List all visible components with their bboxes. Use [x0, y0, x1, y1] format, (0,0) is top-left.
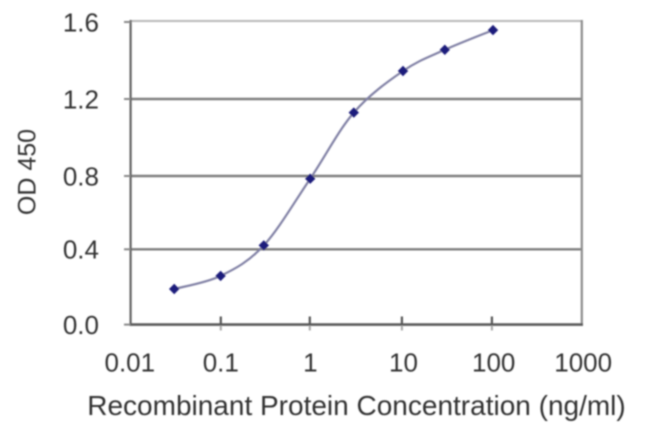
- svg-text:1: 1: [303, 348, 317, 378]
- svg-text:0.01: 0.01: [104, 348, 155, 378]
- svg-text:100: 100: [472, 348, 515, 378]
- svg-text:0.8: 0.8: [63, 161, 99, 191]
- svg-text:0.4: 0.4: [63, 235, 99, 265]
- svg-text:OD 450: OD 450: [14, 129, 42, 215]
- svg-text:1.2: 1.2: [63, 84, 99, 114]
- svg-text:Recombinant Protein Concentrat: Recombinant Protein Concentration (ng/ml…: [87, 390, 625, 421]
- svg-text:1000: 1000: [554, 348, 612, 378]
- svg-text:0.0: 0.0: [63, 310, 99, 340]
- svg-text:1.6: 1.6: [63, 7, 99, 37]
- svg-text:10: 10: [389, 348, 418, 378]
- svg-text:0.1: 0.1: [203, 348, 239, 378]
